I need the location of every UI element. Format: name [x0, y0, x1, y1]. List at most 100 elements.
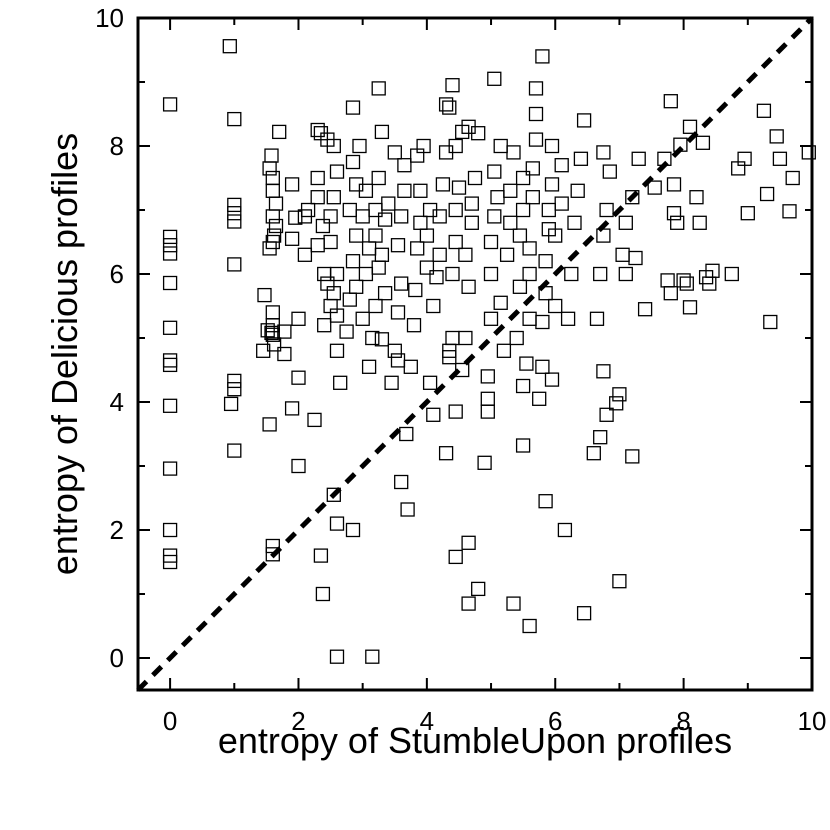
data-point	[548, 298, 563, 314]
data-point	[300, 202, 316, 218]
y-axis-label: entropy of Delicious profiles	[44, 133, 85, 575]
data-point	[448, 404, 463, 419]
data-point	[528, 81, 544, 96]
data-point	[342, 292, 357, 307]
marker-layer	[162, 39, 816, 664]
data-point	[162, 353, 178, 368]
data-point	[586, 446, 601, 461]
data-point	[506, 145, 521, 160]
data-point	[487, 164, 502, 179]
data-point	[461, 535, 476, 550]
data-point	[349, 279, 364, 294]
data-point	[682, 300, 698, 315]
data-point	[374, 247, 390, 262]
data-point	[329, 343, 345, 358]
tick-layer: 0 2 4 6 8 10 0 2 4 6 8 10	[95, 3, 826, 736]
data-point	[589, 311, 605, 326]
data-point	[426, 298, 441, 314]
data-point	[227, 382, 242, 397]
data-point	[522, 266, 537, 282]
data-point	[403, 359, 418, 374]
data-point	[265, 209, 280, 224]
data-point	[448, 549, 463, 565]
data-point	[554, 196, 569, 211]
data-point	[663, 286, 678, 301]
data-point	[544, 177, 560, 192]
data-point	[464, 196, 479, 211]
data-point	[599, 202, 614, 218]
data-point	[515, 170, 531, 186]
data-point	[576, 113, 592, 128]
data-point	[326, 138, 341, 154]
data-point	[557, 522, 573, 538]
data-point	[162, 461, 178, 476]
data-point	[477, 455, 492, 470]
data-point	[394, 209, 409, 224]
data-point	[445, 266, 460, 282]
x-tick-label: 8	[676, 706, 690, 736]
data-point	[227, 111, 242, 127]
data-point	[512, 279, 528, 294]
data-point	[387, 343, 402, 358]
reference-diagonal-line	[136, 16, 814, 692]
data-point	[310, 238, 325, 253]
data-point	[222, 39, 237, 54]
data-point	[390, 238, 406, 253]
data-point	[345, 522, 361, 538]
data-point	[162, 357, 178, 373]
data-point	[394, 276, 409, 291]
data-point	[265, 327, 280, 342]
data-point	[525, 190, 540, 205]
data-point	[257, 287, 272, 303]
data-point	[461, 279, 476, 294]
data-point	[740, 206, 755, 221]
data-point	[676, 273, 691, 288]
data-point	[310, 190, 325, 205]
data-point	[162, 522, 178, 538]
data-point	[361, 359, 377, 374]
data-point	[442, 100, 457, 115]
data-point	[277, 324, 292, 339]
data-point	[419, 228, 435, 243]
data-point	[374, 332, 390, 347]
data-point	[445, 330, 460, 346]
data-point	[413, 183, 428, 198]
data-point	[358, 266, 374, 282]
data-point	[445, 78, 460, 93]
data-point	[262, 161, 277, 176]
data-point	[538, 254, 553, 269]
data-point	[422, 375, 438, 390]
data-point	[544, 138, 560, 154]
data-point	[442, 350, 457, 365]
data-point	[705, 263, 720, 278]
data-point	[599, 407, 614, 422]
data-point	[576, 606, 592, 621]
data-point	[291, 311, 306, 326]
data-point	[227, 373, 242, 389]
data-point	[692, 215, 707, 230]
data-point	[487, 71, 502, 86]
data-point	[522, 311, 537, 326]
data-point	[538, 494, 553, 509]
data-point	[609, 396, 624, 411]
data-point	[487, 209, 502, 224]
data-point	[317, 318, 332, 333]
data-point	[448, 234, 463, 250]
data-point	[512, 228, 528, 243]
data-point	[349, 228, 364, 243]
data-point	[317, 266, 332, 282]
data-point	[377, 286, 393, 301]
data-point	[480, 369, 495, 384]
data-point	[756, 103, 772, 118]
data-point	[329, 266, 345, 282]
data-point	[345, 154, 361, 170]
data-point	[315, 586, 331, 602]
data-point	[769, 129, 784, 144]
data-point	[313, 548, 329, 563]
data-point	[227, 257, 242, 272]
data-point	[548, 228, 563, 243]
data-point	[368, 298, 383, 314]
data-point	[695, 135, 711, 150]
data-point	[471, 126, 486, 141]
data-point	[438, 446, 454, 461]
